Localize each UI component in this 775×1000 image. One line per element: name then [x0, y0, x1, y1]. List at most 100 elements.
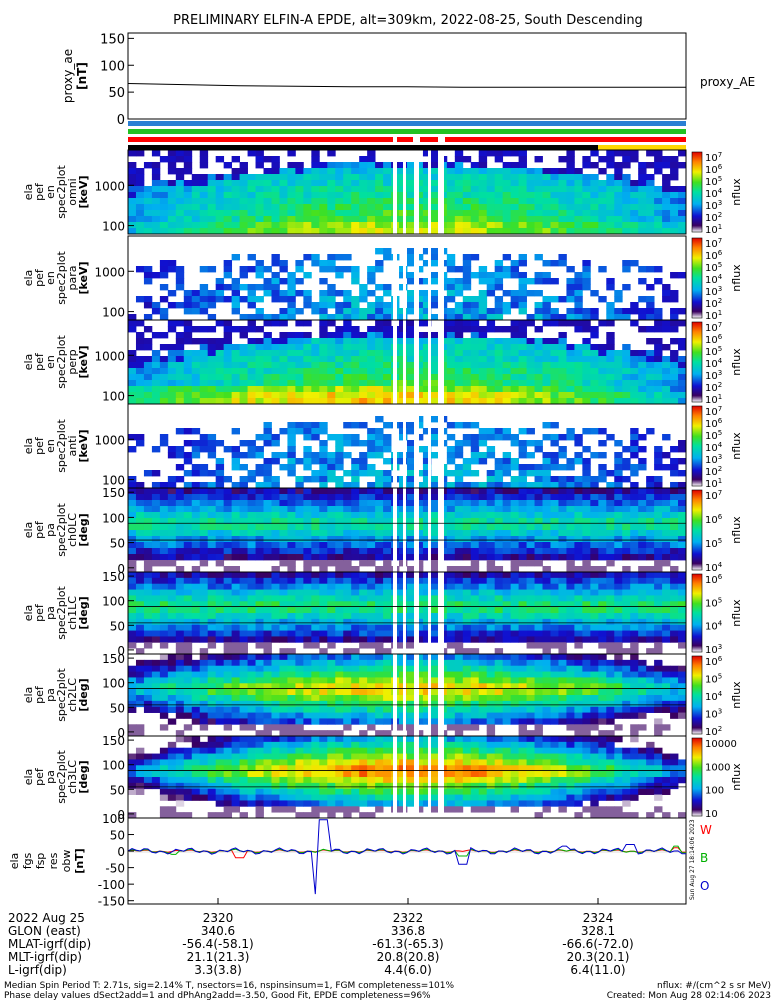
- spectrogram-cell: [630, 198, 639, 205]
- spectrogram-cell: [462, 296, 472, 303]
- spectrogram-cell: [207, 290, 217, 297]
- spectrogram-cell: [606, 506, 615, 513]
- spectrogram-cell: [446, 518, 456, 525]
- spectrogram-cell: [359, 452, 368, 459]
- spectrogram-cell: [191, 296, 201, 303]
- spectrogram-cell: [662, 577, 671, 585]
- spectrogram-cell: [335, 398, 344, 405]
- spectrogram-cell: [255, 174, 264, 181]
- spectrogram-cell: [311, 488, 320, 495]
- spectrogram-cell: [295, 724, 304, 731]
- spectrogram-cell: [175, 730, 185, 737]
- spectrogram-cell: [223, 695, 233, 702]
- spectrogram-cell: [303, 254, 312, 261]
- spectrogram-cell: [606, 636, 615, 643]
- spectrogram-cell: [183, 618, 193, 626]
- spectrogram-cell: [239, 607, 248, 614]
- spectrogram-cell: [670, 589, 679, 596]
- spectrogram-cell: [199, 494, 209, 501]
- spectrogram-cell: [462, 216, 472, 223]
- spectrogram-cell: [151, 618, 161, 626]
- spectrogram-cell: [534, 494, 543, 501]
- spectrogram-cell: [351, 530, 360, 537]
- spectrogram-cell: [359, 642, 368, 649]
- spectrogram-cell: [414, 482, 424, 489]
- spectrogram-cell: [183, 198, 193, 205]
- spectrogram-cell: [167, 659, 177, 667]
- spectrogram-cell: [590, 350, 599, 357]
- spectrogram-cell: [351, 216, 360, 223]
- spectrogram-cell: [502, 254, 512, 261]
- spectrogram-cell: [614, 386, 623, 393]
- spectrogram-cell: [295, 583, 304, 590]
- spectrogram-cell: [375, 350, 384, 357]
- spectrogram-cell: [422, 222, 432, 229]
- ylabel-part: ela: [22, 184, 35, 201]
- spectrogram-cell: [343, 392, 352, 399]
- spectrogram-cell: [606, 180, 615, 187]
- spectrogram-cell: [159, 601, 169, 608]
- spectrogram-cell: [670, 494, 679, 501]
- spectrogram-cell: [199, 374, 209, 381]
- spectrogram-cell: [510, 618, 519, 626]
- spectrogram-cell: [462, 618, 472, 626]
- spectrogram-cell: [239, 266, 248, 273]
- spectrogram-cell: [582, 186, 591, 193]
- spectrogram-cell: [319, 180, 328, 187]
- spectrogram-cell: [231, 374, 240, 381]
- spectrogram-cell: [534, 326, 543, 333]
- spectrogram-cell: [143, 210, 153, 217]
- spectrogram-cell: [223, 636, 233, 643]
- spectrogram-cell: [167, 518, 177, 525]
- spectrogram-cell: [662, 530, 671, 537]
- spectrogram-cell: [359, 186, 368, 193]
- spectrogram-cell: [502, 595, 512, 602]
- spectrogram-cell: [510, 494, 519, 501]
- spectrogram-cell: [574, 350, 583, 357]
- spectrogram-cell: [303, 665, 312, 672]
- spectrogram-cell: [462, 338, 472, 345]
- spectrogram-cell: [271, 192, 280, 199]
- spectrogram-cell: [128, 216, 137, 223]
- spectrogram-cell: [590, 380, 599, 387]
- ytick-label: 0: [117, 644, 125, 658]
- spectrogram-cell: [231, 518, 240, 525]
- spectrogram-cell: [375, 494, 384, 501]
- spectrogram-cell: [550, 624, 559, 631]
- spectrogram-cell: [295, 689, 304, 696]
- spectrogram-cell: [662, 560, 671, 567]
- spectrogram-cell: [422, 278, 432, 285]
- spectrogram-cell: [375, 428, 384, 435]
- spectrogram-cell: [335, 180, 344, 187]
- spectrogram-cell: [422, 636, 432, 643]
- spectrogram-cell: [598, 228, 607, 235]
- spectrogram-cell: [566, 476, 575, 483]
- spectrogram-cell: [670, 374, 679, 381]
- spectrogram-cell: [582, 607, 591, 614]
- spectrogram-cell: [614, 542, 623, 549]
- spectrogram-cell: [462, 624, 472, 631]
- spectrogram-cell: [670, 583, 679, 590]
- data-gap: [393, 404, 397, 488]
- spectrogram-cell: [534, 204, 543, 211]
- spectrogram-cell: [454, 156, 464, 163]
- spectrogram-cell: [654, 542, 663, 549]
- spectrogram-cell: [478, 506, 488, 513]
- spectrogram-cell: [494, 380, 504, 387]
- spectrogram-cell: [630, 506, 639, 513]
- spectrogram-cell: [630, 624, 639, 631]
- spectrogram-cell: [303, 630, 312, 637]
- spectrogram-cell: [550, 518, 559, 525]
- spectrogram-cell: [359, 180, 368, 187]
- spectrogram-cell: [327, 380, 336, 387]
- spectrogram-cell: [311, 422, 320, 429]
- spectrogram-cell: [670, 174, 679, 181]
- spectrogram-cell: [462, 156, 472, 163]
- ylabel-part: ch1LC: [66, 596, 79, 630]
- spectrogram-cell: [510, 434, 519, 441]
- spectrogram-cell: [582, 362, 591, 369]
- spectrogram-cell: [502, 636, 512, 643]
- spectrogram-cell: [343, 296, 352, 303]
- spectrogram-cell: [279, 174, 288, 181]
- spectrogram-cell: [494, 368, 504, 375]
